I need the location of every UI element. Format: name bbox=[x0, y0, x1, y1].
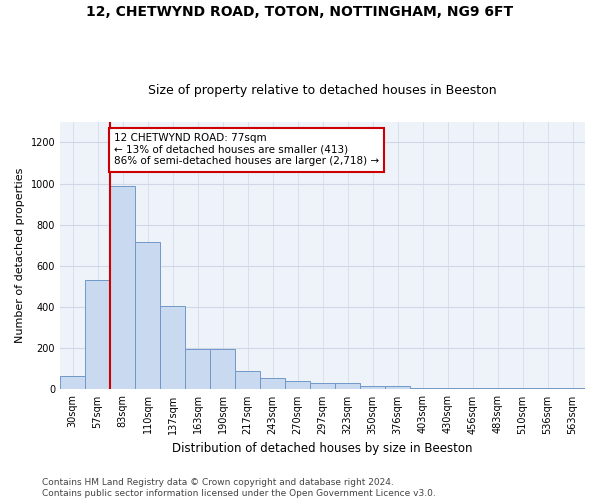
Y-axis label: Number of detached properties: Number of detached properties bbox=[15, 168, 25, 344]
Bar bbox=[460, 388, 485, 390]
Bar bbox=[110, 186, 135, 390]
Bar bbox=[235, 372, 260, 390]
Bar bbox=[510, 388, 535, 390]
Bar bbox=[435, 388, 460, 390]
Bar bbox=[410, 388, 435, 390]
Bar bbox=[535, 388, 560, 390]
Bar bbox=[335, 384, 360, 390]
Bar bbox=[85, 280, 110, 390]
Bar bbox=[210, 348, 235, 390]
Text: 12, CHETWYND ROAD, TOTON, NOTTINGHAM, NG9 6FT: 12, CHETWYND ROAD, TOTON, NOTTINGHAM, NG… bbox=[86, 5, 514, 19]
Bar bbox=[260, 378, 285, 390]
Bar bbox=[485, 388, 510, 390]
Bar bbox=[310, 382, 335, 390]
Bar bbox=[135, 242, 160, 390]
Bar bbox=[560, 388, 585, 390]
Bar bbox=[60, 376, 85, 390]
Bar bbox=[360, 386, 385, 390]
Bar bbox=[285, 381, 310, 390]
Bar bbox=[385, 386, 410, 390]
X-axis label: Distribution of detached houses by size in Beeston: Distribution of detached houses by size … bbox=[172, 442, 473, 455]
Text: Contains HM Land Registry data © Crown copyright and database right 2024.
Contai: Contains HM Land Registry data © Crown c… bbox=[42, 478, 436, 498]
Bar bbox=[160, 306, 185, 390]
Bar bbox=[185, 348, 210, 390]
Text: 12 CHETWYND ROAD: 77sqm
← 13% of detached houses are smaller (413)
86% of semi-d: 12 CHETWYND ROAD: 77sqm ← 13% of detache… bbox=[114, 133, 379, 166]
Title: Size of property relative to detached houses in Beeston: Size of property relative to detached ho… bbox=[148, 84, 497, 97]
